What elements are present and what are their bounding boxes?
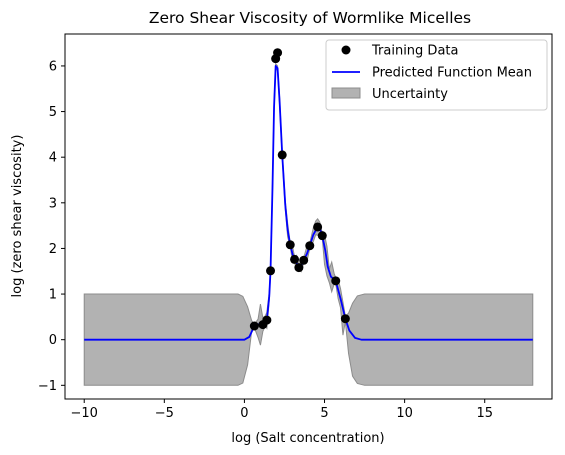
y-tick-label: −1	[38, 379, 57, 394]
x-tick-label: 10	[396, 406, 413, 421]
y-tick-label: 1	[49, 288, 57, 303]
data-point	[313, 222, 323, 232]
legend-label-uncertainty: Uncertainty	[372, 87, 448, 102]
data-point	[249, 321, 259, 331]
y-tick-label: 6	[49, 59, 57, 74]
legend-marker-training-data	[341, 45, 351, 55]
x-axis-label: log (Salt concentration)	[231, 431, 384, 446]
data-point	[317, 231, 327, 241]
y-tick-label: 0	[49, 333, 57, 348]
data-point	[285, 240, 295, 250]
x-tick-label: 15	[476, 406, 493, 421]
legend-label-training-data: Training Data	[371, 44, 458, 59]
data-point	[305, 241, 315, 251]
y-axis-label: log (zero shear viscosity)	[10, 135, 25, 298]
data-point	[290, 254, 300, 264]
x-tick-label: −5	[155, 406, 174, 421]
data-point	[273, 48, 283, 58]
x-tick-label: 0	[240, 406, 248, 421]
plot-frame	[64, 33, 553, 400]
x-tick-label: −10	[71, 406, 98, 421]
legend-label-mean: Predicted Function Mean	[372, 66, 532, 81]
legend: Training Data Predicted Function Mean Un…	[325, 39, 548, 111]
legend-marker-uncertainty	[331, 87, 361, 99]
data-point	[299, 255, 309, 265]
data-point	[340, 314, 350, 324]
y-tick-label: 4	[49, 151, 57, 166]
legend-box	[325, 39, 548, 111]
chart-title: Zero Shear Viscosity of Wormlike Micelle…	[149, 9, 471, 27]
y-tick-label: 2	[49, 242, 57, 257]
data-point	[294, 263, 304, 273]
data-point	[277, 150, 287, 160]
data-point	[266, 266, 276, 276]
y-tick-label: 5	[49, 105, 57, 120]
x-tick-label: 5	[320, 406, 328, 421]
data-point	[262, 315, 272, 325]
y-tick-label: 3	[49, 196, 57, 211]
data-point	[331, 276, 341, 286]
plot-area	[83, 48, 534, 386]
